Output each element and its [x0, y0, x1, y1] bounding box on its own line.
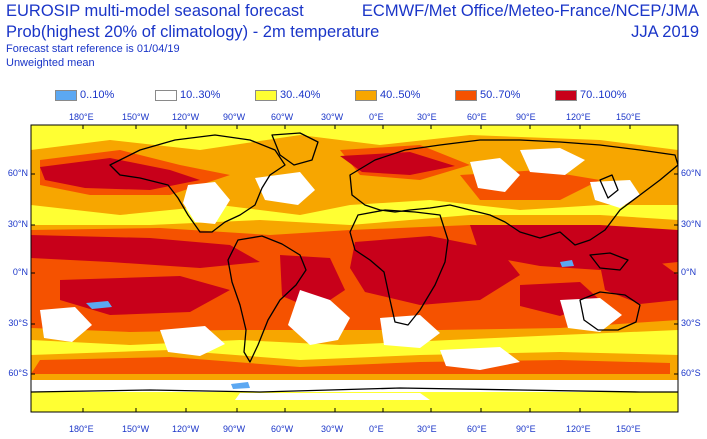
latitude-tick-label: 0°N — [12, 267, 28, 277]
longitude-tick-label: 150°E — [616, 112, 641, 122]
map-subtitle: Prob(highest 20% of climatology) - 2m te… — [6, 23, 380, 41]
contributing-centres: ECMWF/Met Office/Meteo-France/NCEP/JMA — [361, 2, 699, 20]
longitude-tick-label: 90°E — [516, 424, 536, 434]
legend-label: 10..30% — [180, 89, 221, 101]
legend-label: 70..100% — [580, 89, 627, 101]
legend-swatch — [455, 90, 477, 101]
longitude-tick-label: 120°W — [172, 112, 200, 122]
latitude-tick-label: 60°N — [7, 168, 28, 178]
longitude-tick-label: 90°E — [516, 112, 536, 122]
latitude-tick-label: 30°N — [681, 219, 702, 229]
longitude-tick-label: 30°W — [321, 112, 344, 122]
zone-10-30 — [31, 148, 678, 400]
longitude-tick-label: 0°E — [369, 424, 384, 434]
longitude-tick-label: 120°E — [566, 112, 591, 122]
longitude-tick-label: 30°W — [321, 424, 344, 434]
coastlines — [31, 132, 678, 393]
legend-label: 50..70% — [480, 89, 521, 101]
latitude-tick-label: 30°N — [7, 219, 28, 229]
legend-swatch — [355, 90, 377, 101]
longitude-tick-label: 30°E — [417, 424, 437, 434]
legend-swatch — [555, 90, 577, 101]
longitude-tick-label: 150°W — [122, 112, 150, 122]
longitude-tick-label: 150°E — [616, 424, 641, 434]
latitude-tick-label: 60°N — [681, 168, 702, 178]
longitude-tick-label: 180°E — [69, 112, 94, 122]
longitude-tick-label: 60°E — [467, 424, 487, 434]
latitude-tick-label: 0°N — [681, 267, 697, 277]
frame-tick-marks — [31, 125, 678, 412]
longitude-tick-label: 150°W — [122, 424, 150, 434]
longitude-tick-label: 90°W — [223, 424, 246, 434]
latitude-tick-label: 30°S — [681, 318, 701, 328]
map-frame — [30, 124, 679, 413]
longitude-tick-label: 30°E — [417, 112, 437, 122]
longitude-tick-label: 60°W — [271, 112, 294, 122]
zone-0-10 — [86, 260, 574, 389]
longitude-tick-label: 60°W — [271, 424, 294, 434]
legend-swatch — [55, 90, 77, 101]
longitude-tick-label: 120°W — [172, 424, 200, 434]
legend-label: 40..50% — [380, 89, 421, 101]
legend-swatch — [155, 90, 177, 101]
map-title: EUROSIP multi-model seasonal forecast — [6, 2, 304, 20]
legend-label: 0..10% — [80, 89, 115, 101]
latitude-tick-label: 60°S — [681, 368, 701, 378]
legend-label: 30..40% — [280, 89, 321, 101]
longitude-tick-label: 120°E — [566, 424, 591, 434]
forecast-start-reference: Forecast start reference is 01/04/19 — [6, 43, 180, 55]
longitude-tick-label: 60°E — [467, 112, 487, 122]
legend-swatch — [255, 90, 277, 101]
longitude-tick-label: 90°W — [223, 112, 246, 122]
latitude-tick-label: 60°S — [8, 368, 28, 378]
longitude-tick-label: 180°E — [69, 424, 94, 434]
weighting-note: Unweighted mean — [6, 57, 95, 69]
season-label: JJA 2019 — [631, 23, 699, 41]
latitude-tick-label: 30°S — [8, 318, 28, 328]
longitude-tick-label: 0°E — [369, 112, 384, 122]
